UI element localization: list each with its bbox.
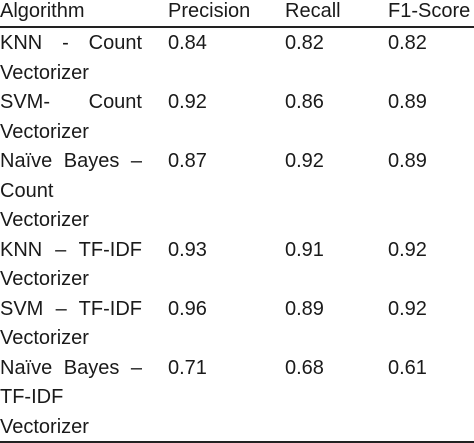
- cell-precision: 0.87: [168, 150, 207, 172]
- cell-f1-score: 0.92: [388, 297, 427, 320]
- cell-recall: 0.91: [285, 238, 324, 261]
- cell-f1-score: 0.92: [388, 238, 427, 261]
- cell-precision: 0.84: [168, 32, 207, 54]
- algorithm-line: Vectorizer: [0, 415, 89, 438]
- algorithm-line: Vectorizer: [0, 268, 89, 290]
- algorithm-line: Count: [0, 179, 54, 202]
- cell-algorithm: Naïve Bayes – TF-IDF Vectorizer: [0, 354, 142, 443]
- cell-f1-score: 0.82: [388, 32, 427, 54]
- cell-precision: 0.71: [168, 356, 207, 379]
- algorithm-line: Naïve Bayes –: [0, 356, 142, 379]
- cell-algorithm: SVM- Count Vectorizer: [0, 88, 142, 147]
- cell-algorithm: KNN - Count Vectorizer: [0, 29, 142, 88]
- cell-f1-score: 0.89: [388, 91, 427, 113]
- header-precision: Precision: [168, 0, 251, 22]
- cell-recall: 0.86: [285, 91, 324, 113]
- cell-precision: 0.96: [168, 297, 207, 320]
- algorithm-line: SVM- Count: [0, 91, 142, 113]
- algorithm-line: Vectorizer: [0, 209, 89, 231]
- header-algorithm: Algorithm: [0, 0, 85, 22]
- algorithm-line: Vectorizer: [0, 61, 89, 84]
- cell-f1-score: 0.89: [388, 150, 427, 172]
- cell-precision: 0.93: [168, 238, 207, 261]
- header-f1-score: F1-Score: [388, 0, 471, 22]
- cell-algorithm: KNN – TF-IDF Vectorizer: [0, 236, 142, 295]
- cell-recall: 0.92: [285, 150, 324, 172]
- cell-recall: 0.82: [285, 32, 324, 54]
- header-rule: [0, 26, 474, 28]
- header-recall: Recall: [285, 0, 341, 22]
- algorithm-line: KNN – TF-IDF: [0, 238, 142, 261]
- algorithm-line: TF-IDF: [0, 386, 64, 408]
- cell-recall: 0.89: [285, 297, 324, 320]
- algorithm-line: Vectorizer: [0, 327, 89, 349]
- algorithm-line: Vectorizer: [0, 120, 89, 143]
- cell-algorithm: SVM – TF-IDF Vectorizer: [0, 295, 142, 354]
- algorithm-line: Naïve Bayes –: [0, 150, 142, 172]
- bottom-rule: [0, 441, 474, 443]
- algorithm-line: SVM – TF-IDF: [0, 297, 142, 320]
- cell-precision: 0.92: [168, 91, 207, 113]
- cell-algorithm: Naïve Bayes – Count Vectorizer: [0, 147, 142, 236]
- algorithm-line: KNN - Count: [0, 32, 142, 54]
- cell-recall: 0.68: [285, 356, 324, 379]
- cell-f1-score: 0.61: [388, 356, 427, 379]
